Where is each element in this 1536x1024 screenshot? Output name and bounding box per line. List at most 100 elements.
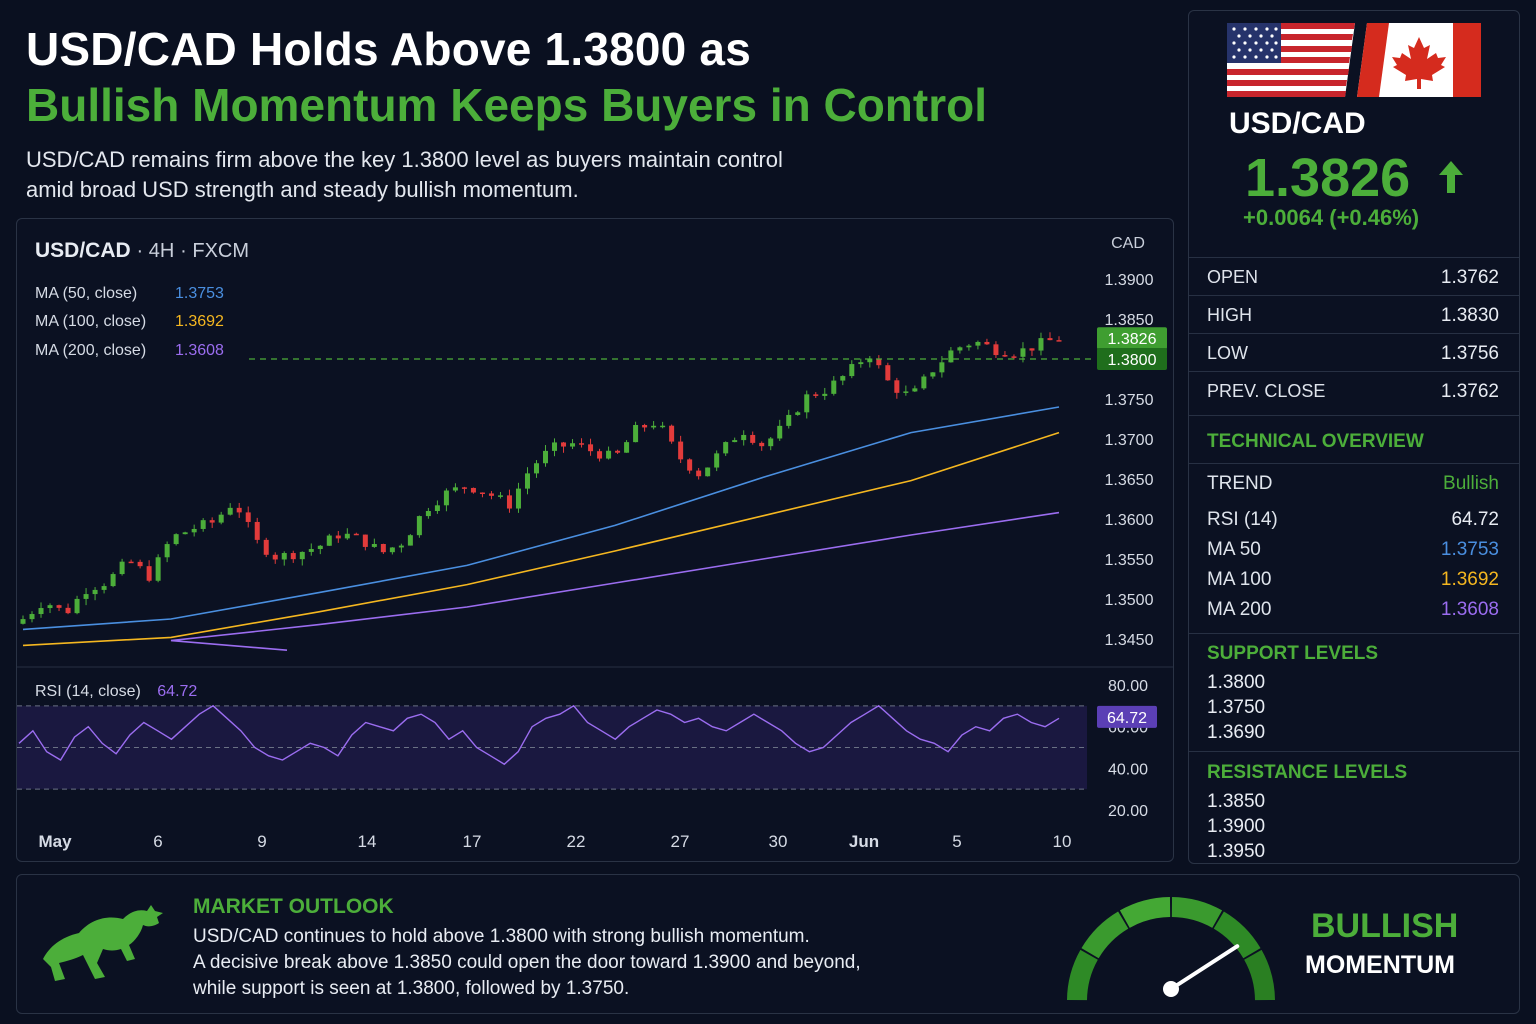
- candle-body: [236, 507, 242, 513]
- candle-body: [642, 425, 648, 428]
- candle-body: [227, 507, 233, 515]
- candle-body: [272, 554, 278, 560]
- gauge-hub: [1163, 981, 1179, 997]
- candle-body: [723, 442, 729, 454]
- candle-body: [110, 574, 116, 587]
- gauge-label-bullish: BULLISH: [1311, 907, 1459, 945]
- candle-body: [218, 514, 224, 523]
- us-flag-icon: [1227, 23, 1355, 97]
- candle-body: [380, 543, 386, 553]
- candle-body: [858, 362, 864, 365]
- candle-body: [1011, 356, 1017, 358]
- candle-body: [579, 443, 585, 445]
- candle-body: [263, 539, 269, 555]
- candle-body: [543, 450, 549, 464]
- time-axis-tick: 5: [952, 832, 961, 851]
- quote-low-value: 1.3756: [1440, 343, 1499, 364]
- candle-body: [768, 438, 774, 447]
- up-arrow-icon: [1439, 161, 1463, 193]
- candle-body: [452, 487, 458, 491]
- candle-body: [840, 376, 846, 381]
- candle-body: [984, 341, 990, 345]
- candle-body: [470, 487, 476, 493]
- time-axis-tick: 6: [153, 832, 162, 851]
- tech-ma50: MA 50 1.3753: [1189, 535, 1519, 565]
- candle-body: [651, 425, 657, 428]
- canada-flag-icon: [1357, 23, 1481, 97]
- candle-body: [254, 521, 260, 540]
- price-axis-tick: 1.3450: [1105, 632, 1154, 649]
- resistance-level-3: 1.3950: [1207, 841, 1266, 862]
- flags: [1227, 23, 1481, 97]
- tech-rsi: RSI (14) 64.72: [1189, 505, 1519, 535]
- quote-pair: USD/CAD: [1229, 107, 1366, 140]
- candle-body: [1047, 338, 1053, 341]
- candle-body: [939, 362, 945, 373]
- candle-body: [849, 364, 855, 377]
- candle-body: [317, 545, 323, 550]
- ma100-legend-label: MA (100, close): [35, 313, 147, 330]
- candle-body: [362, 534, 368, 547]
- rsi-legend-value: 64.72: [157, 683, 198, 700]
- outlook-line-1: USD/CAD continues to hold above 1.3800 w…: [193, 926, 810, 947]
- candle-body: [669, 425, 675, 442]
- time-axis-tick: 10: [1053, 832, 1072, 851]
- candle-body: [561, 442, 567, 447]
- quote-row-open: OPEN 1.3762: [1189, 257, 1519, 296]
- candle-body: [975, 341, 981, 346]
- quote-open-value: 1.3762: [1440, 267, 1499, 288]
- candle-body: [398, 545, 404, 548]
- outlook-line-2: A decisive break above 1.3850 could open…: [193, 952, 861, 973]
- candle-body: [1029, 348, 1035, 351]
- candle-body: [1038, 338, 1044, 351]
- ma200-legend: MA (200, close) 1.3608: [35, 342, 224, 360]
- price-axis-tick: 1.3850: [1105, 312, 1154, 329]
- candle-body: [173, 534, 179, 545]
- quote-prev-close-value: 1.3762: [1440, 381, 1499, 402]
- tech-ma200-value: 1.3608: [1440, 599, 1499, 620]
- rsi-legend-label: RSI (14, close): [35, 683, 141, 700]
- price-axis-tick: 1.3500: [1105, 592, 1154, 609]
- candle-body: [101, 586, 107, 590]
- price-axis-tick: 1.3600: [1105, 512, 1154, 529]
- key-level-label: 1.3800: [1108, 352, 1157, 369]
- resistance-levels-title: RESISTANCE LEVELS: [1207, 762, 1408, 783]
- candle-body: [38, 608, 44, 615]
- candle-body: [1020, 348, 1026, 357]
- candle-body: [83, 594, 89, 599]
- candle-body: [209, 520, 215, 523]
- candle-body: [606, 450, 612, 459]
- candle-body: [957, 347, 963, 351]
- candle-body: [299, 551, 305, 560]
- candle-body: [155, 557, 161, 581]
- candle-body: [515, 488, 521, 509]
- candle-body: [137, 561, 143, 567]
- quote-high-value: 1.3830: [1440, 305, 1499, 326]
- candle-body: [20, 619, 26, 624]
- quote-low-label: LOW: [1207, 343, 1249, 363]
- outlook-line-3: while support is seen at 1.3800, followe…: [193, 978, 630, 999]
- candle-body: [533, 463, 539, 474]
- ma50-line: [22, 406, 1060, 631]
- quote-high-label: HIGH: [1207, 305, 1252, 325]
- quote-row-low: LOW 1.3756: [1189, 333, 1519, 372]
- support-level-3: 1.3690: [1207, 722, 1266, 743]
- tech-ma200-label: MA 200: [1207, 599, 1272, 620]
- candle-body: [912, 388, 918, 392]
- candle-body: [353, 533, 359, 536]
- candle-body: [921, 376, 927, 389]
- price-axis-tick: 1.3900: [1105, 272, 1154, 289]
- quote-prev-close-label: PREV. CLOSE: [1207, 381, 1326, 401]
- candle-body: [786, 414, 792, 426]
- chart-panel[interactable]: CAD 1.3900 1.3850 1.3800 1.3750 1.3700 1.3650 1…: [16, 218, 1174, 862]
- candle-body: [281, 553, 287, 560]
- gauge-segment: [1067, 949, 1098, 1001]
- candle-body: [74, 598, 80, 614]
- support-level-1: 1.3800: [1207, 672, 1266, 693]
- candle-body: [633, 425, 639, 443]
- price-chart[interactable]: CAD 1.3900 1.3850 1.3800 1.3750 1.3700 1.3650 1…: [17, 219, 1173, 861]
- candle-body: [876, 358, 882, 366]
- gauge-segment: [1244, 949, 1275, 1001]
- candle-body: [966, 345, 972, 348]
- candle-body: [777, 425, 783, 439]
